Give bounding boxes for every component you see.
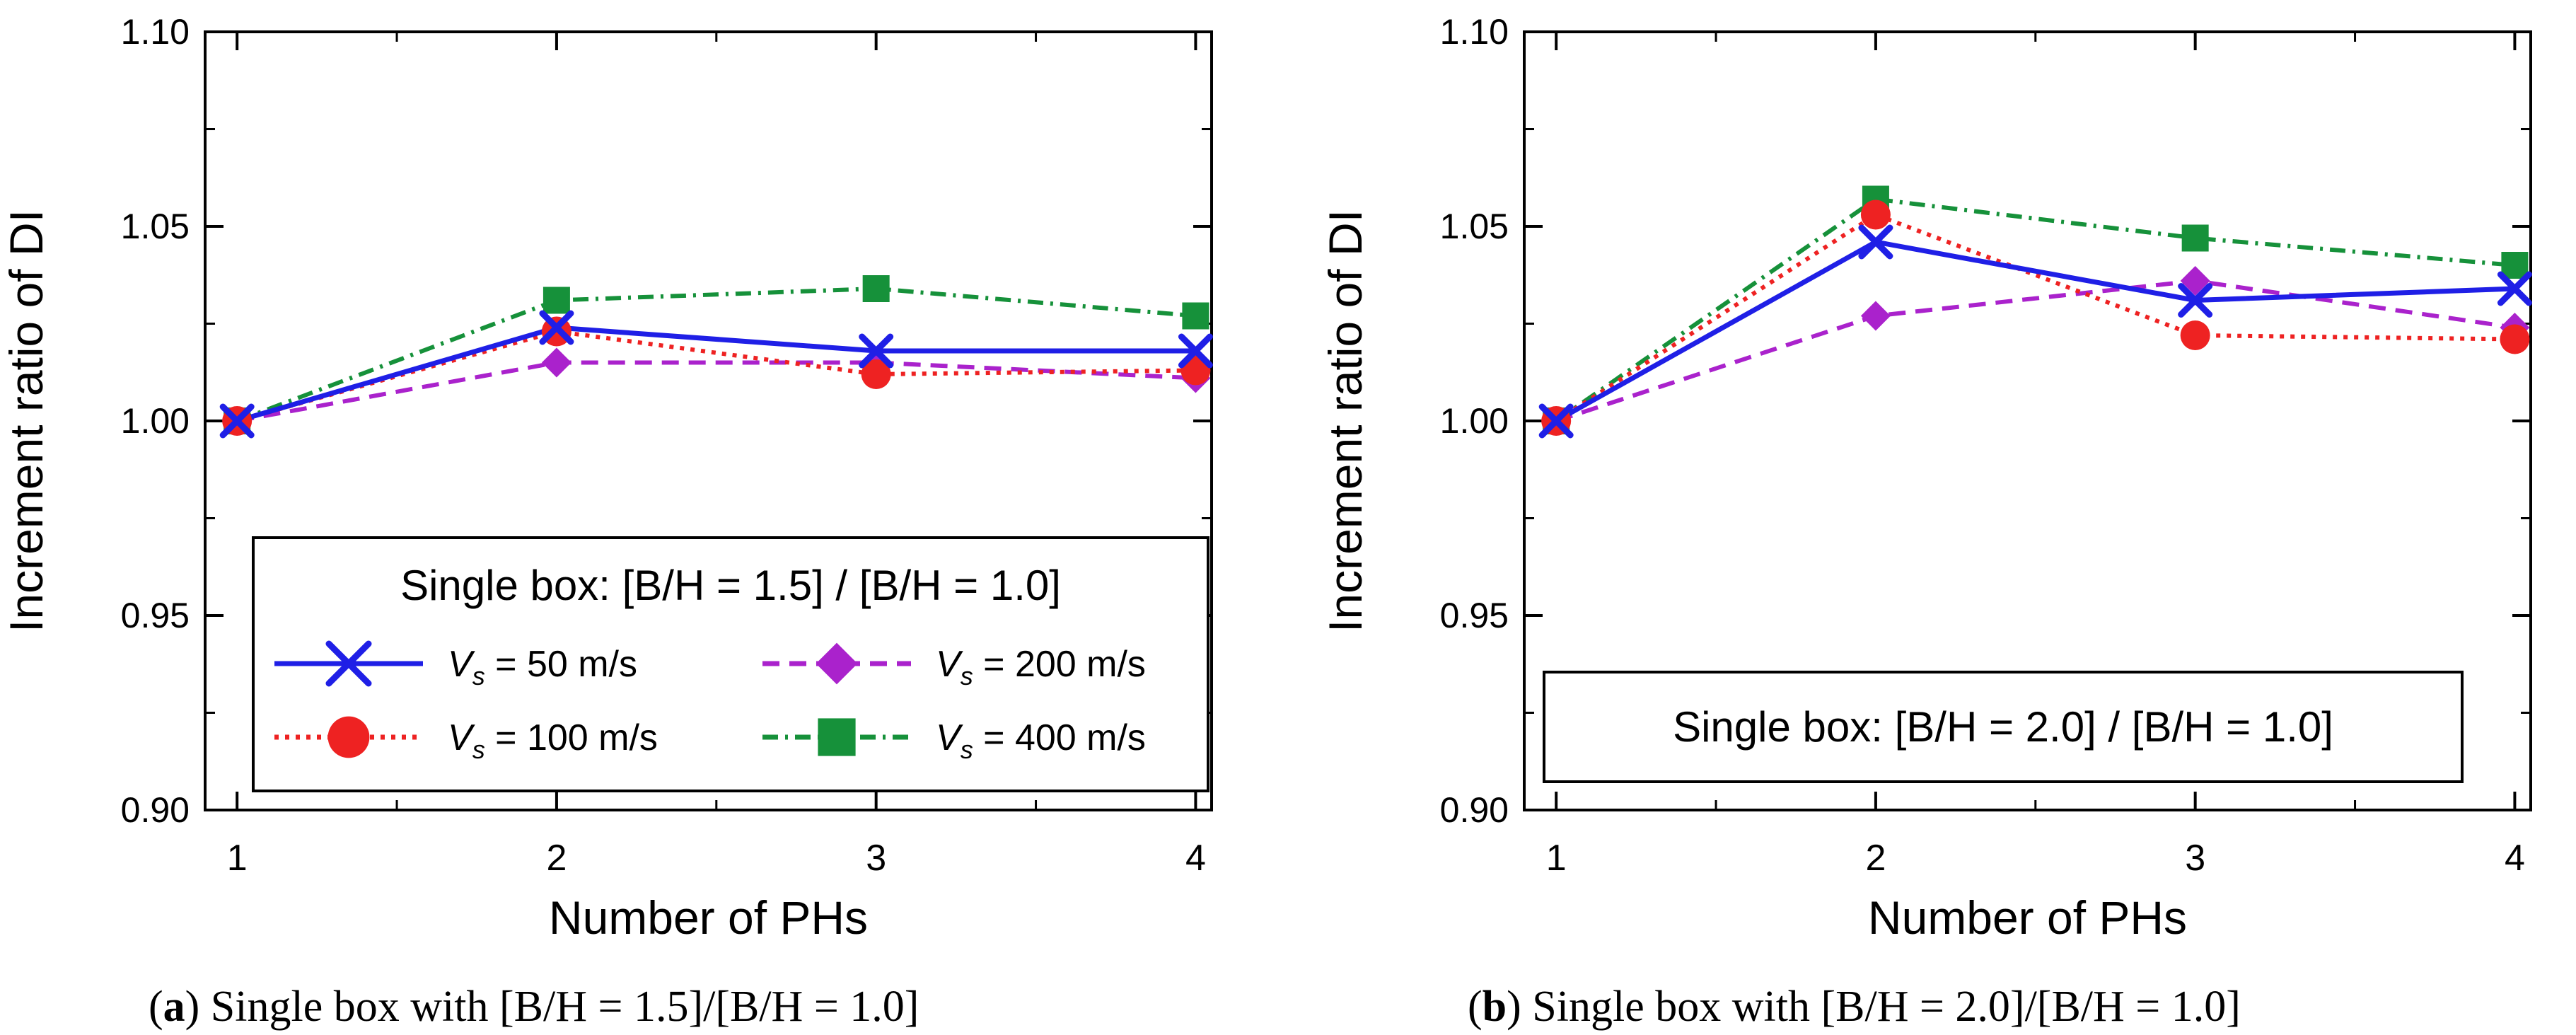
y-axis-label: Increment ratio of DI: [0, 209, 52, 632]
legend-label-symbol: V: [936, 644, 963, 685]
data-point-s4-p4: [2501, 252, 2529, 279]
series-line-1: [236, 325, 1196, 424]
x-tick-label: 3: [2185, 838, 2205, 879]
series-line-2: [236, 329, 1196, 423]
data-point-s2-p3: [2180, 320, 2210, 350]
legend-label-value: = 100 m/s: [485, 717, 658, 758]
data-point-s4-p4: [1182, 302, 1209, 330]
series-line-2: [1555, 212, 2515, 423]
data-point-s1-p3: [859, 333, 894, 369]
x-tick-label: 4: [2505, 838, 2525, 879]
data-point-s1-p1: [1538, 403, 1574, 439]
y-tick-label: 1.10: [121, 12, 190, 52]
legend-marker: [325, 640, 372, 687]
panel-caption: (a) Single box with [B/H = 1.5]/[B/H = 1…: [149, 983, 919, 1031]
y-tick-label: 0.95: [121, 596, 190, 635]
caption-open: (: [149, 983, 163, 1031]
caption-text: ) Single box with [B/H = 1.5]/[B/H = 1.0…: [185, 983, 919, 1031]
data-point-s1-p4: [1178, 333, 1213, 369]
legend-label: Vs = 50 m/s: [448, 644, 637, 690]
y-axis-label: Increment ratio of DI: [1319, 209, 1371, 632]
data-point-s3-p3: [2180, 266, 2210, 296]
data-point-s2-p3: [861, 359, 891, 389]
chart-panel-b: 0.90 0.95 1.00 1.05 1.10 1 2 3 4 Number of PHs Inc…: [1319, 12, 2532, 1031]
data-point-s4-p2: [543, 287, 570, 314]
caption-letter: b: [1483, 983, 1507, 1031]
panel-caption: (b) Single box with [B/H = 2.0]/[B/H = 1…: [1468, 983, 2241, 1031]
data-point-s1-p2: [1858, 224, 1893, 260]
x-tick-label: 1: [1546, 838, 1567, 879]
caption-open: (: [1468, 983, 1483, 1031]
series-line-1: [1555, 239, 2515, 424]
data-point-s4-p3: [862, 275, 890, 302]
legend-label-value: = 400 m/s: [973, 717, 1146, 758]
y-tick-label: 1.00: [1440, 401, 1509, 441]
data-point-s4-p3: [2181, 224, 2209, 252]
y-tick-label: 0.90: [121, 790, 190, 830]
y-tick-label: 1.00: [121, 401, 190, 441]
legend-label-value: = 50 m/s: [485, 644, 637, 685]
caption-letter: a: [163, 983, 185, 1031]
series-line-4: [236, 287, 1196, 423]
x-tick-label: 1: [227, 838, 248, 879]
legend-label: Vs = 100 m/s: [448, 717, 658, 764]
legend-box: [1543, 671, 2464, 783]
y-tick-label: 1.05: [1440, 207, 1509, 246]
legend-title: Single box: [B/H = 2.0] / [B/H = 1.0]: [1673, 703, 2333, 751]
data-point-s3-p2: [541, 347, 572, 378]
chart-panel-a: 0.90 0.95 1.00 1.05 1.10 1 2 3 4 Number of PHs Inc…: [0, 12, 1213, 1031]
legend-title: Single box: [B/H = 1.5] / [B/H = 1.0]: [400, 562, 1061, 609]
data-point-s1-p3: [2178, 283, 2213, 318]
y-tick-label: 0.95: [1440, 596, 1509, 635]
series-line-4: [1555, 197, 2515, 423]
x-tick-label: 4: [1185, 838, 1206, 879]
legend-label: Vs = 400 m/s: [936, 717, 1146, 764]
caption-text: ) Single box with [B/H = 2.0]/[B/H = 1.0…: [1507, 983, 2241, 1031]
data-point-s2-p4: [2500, 324, 2530, 354]
series-line-3: [236, 360, 1196, 423]
legend-label-symbol: V: [448, 717, 475, 758]
y-tick-label: 0.90: [1440, 790, 1509, 830]
legend-label-symbol: V: [448, 644, 475, 685]
y-tick-label: 1.05: [121, 207, 190, 246]
x-tick-label: 2: [546, 838, 567, 879]
data-point-s1-p1: [219, 403, 255, 439]
x-axis-label: Number of PHs: [549, 891, 868, 944]
legend-marker: [327, 716, 370, 758]
legend-label: Vs = 200 m/s: [936, 644, 1146, 690]
legend-label-symbol: V: [936, 717, 963, 758]
data-point-s2-p4: [1180, 355, 1211, 386]
data-point-s1-p2: [539, 310, 574, 345]
legend-marker: [816, 642, 858, 685]
legend-label-subscript: s: [961, 735, 973, 764]
y-tick-label: 1.10: [1440, 12, 1509, 52]
data-point-s2-p2: [1860, 200, 1891, 230]
series-line-3: [1555, 279, 2515, 423]
x-tick-label: 3: [866, 838, 886, 879]
legend-label-value: = 200 m/s: [973, 644, 1146, 685]
legend-label-subscript: s: [961, 661, 973, 690]
legend-marker: [818, 718, 856, 756]
x-tick-label: 2: [1865, 838, 1886, 879]
legend-label-subscript: s: [472, 661, 485, 690]
data-point-s1-p4: [2497, 271, 2532, 306]
legend-label-subscript: s: [472, 735, 485, 764]
x-axis-label: Number of PHs: [1868, 891, 2187, 944]
data-point-s3-p2: [1860, 301, 1891, 331]
